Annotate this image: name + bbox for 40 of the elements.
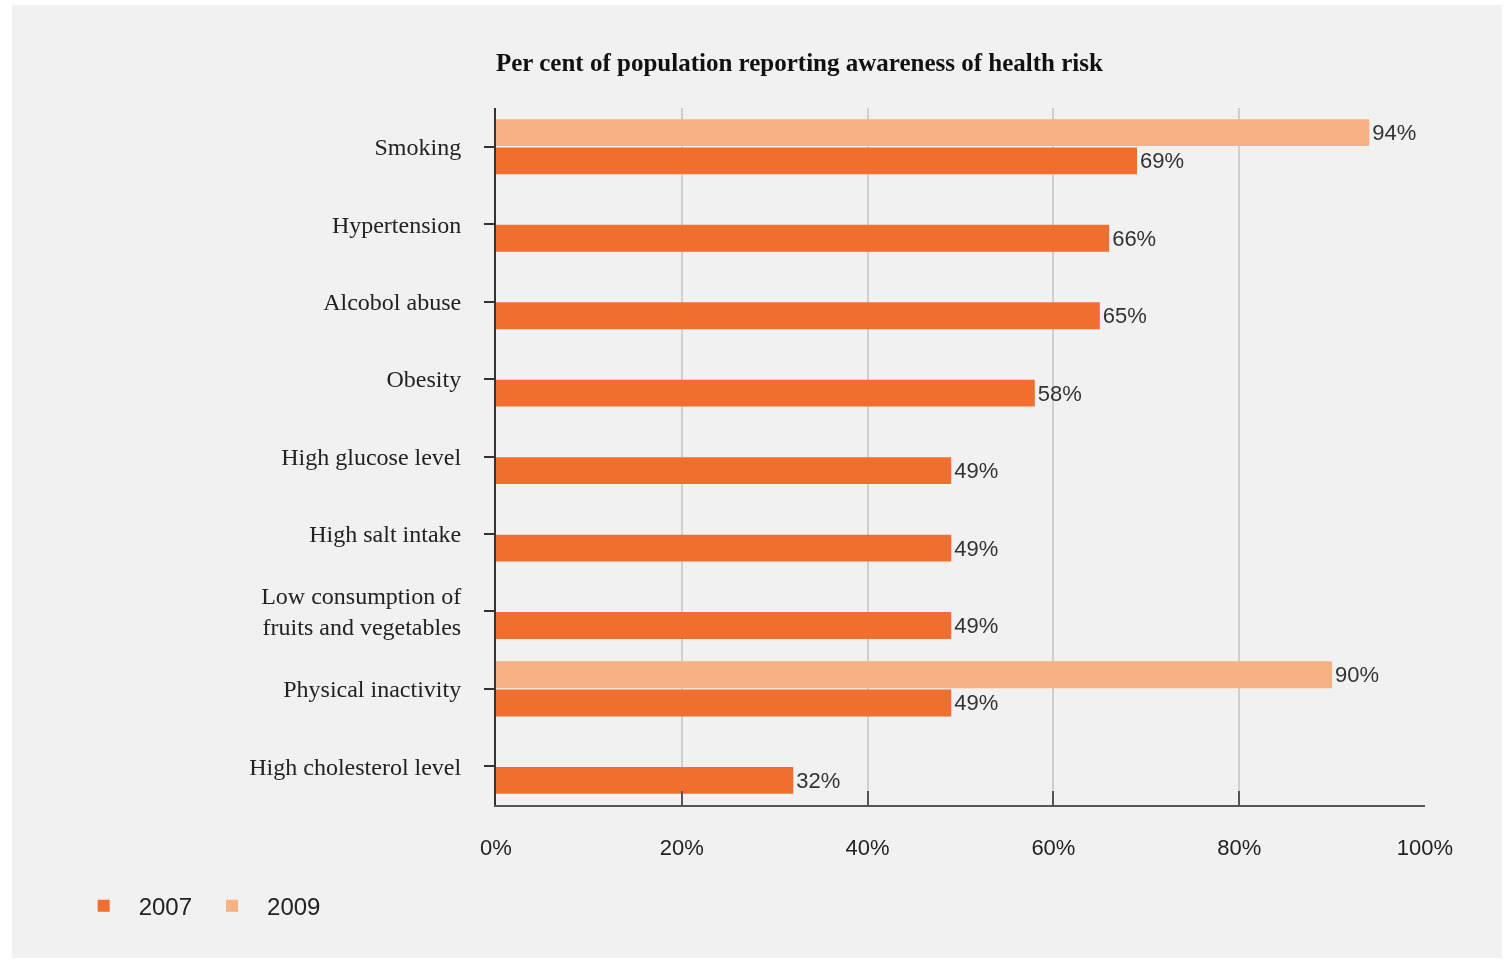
- bar: [496, 379, 1035, 407]
- data-label: 49%: [954, 613, 999, 639]
- y-tick-label: High glucose level: [281, 443, 462, 470]
- bar: [496, 302, 1100, 330]
- x-tick-label: 60%: [1031, 835, 1076, 861]
- data-label: 69%: [1140, 148, 1185, 174]
- data-label: 49%: [954, 535, 999, 561]
- bar: [496, 689, 952, 717]
- data-label: 90%: [1335, 662, 1380, 688]
- bar: [496, 661, 1333, 689]
- x-tick-label: 0%: [480, 835, 512, 861]
- y-tick-label: Alcobol abuse: [323, 289, 462, 316]
- bar: [496, 224, 1110, 252]
- y-tick-label: Obesity: [386, 366, 462, 393]
- x-tick-label: 80%: [1217, 835, 1262, 861]
- data-label: 94%: [1372, 120, 1417, 146]
- x-tick-label: 20%: [659, 835, 704, 861]
- y-tick-label: Low consumption of fruits and vegetables: [261, 583, 462, 641]
- data-label: 32%: [796, 767, 841, 793]
- bar: [496, 612, 952, 639]
- bar: [496, 147, 1138, 175]
- data-label: 49%: [954, 690, 999, 716]
- legend-label: 2009: [267, 893, 321, 921]
- data-label: 66%: [1112, 225, 1157, 251]
- legend-label: 2007: [138, 893, 193, 921]
- bar: [496, 119, 1370, 147]
- y-tick-label: High cholesterol level: [249, 753, 462, 780]
- data-label: 58%: [1037, 380, 1082, 406]
- x-tick-label: 40%: [845, 835, 890, 861]
- y-tick-label: Smoking: [374, 134, 462, 161]
- y-tick-label: Hypertension: [331, 211, 462, 238]
- data-label: 65%: [1102, 303, 1147, 329]
- data-label: 49%: [954, 458, 999, 484]
- y-tick-label: Physical inactivity: [283, 676, 462, 703]
- chart-title: Per cent of population reporting awareness of health risk: [496, 48, 1104, 76]
- bar: [496, 766, 794, 794]
- y-tick-label: High salt intake: [309, 521, 462, 548]
- bar: [496, 457, 952, 485]
- bar: [496, 534, 952, 562]
- x-tick-label: 100%: [1396, 835, 1454, 861]
